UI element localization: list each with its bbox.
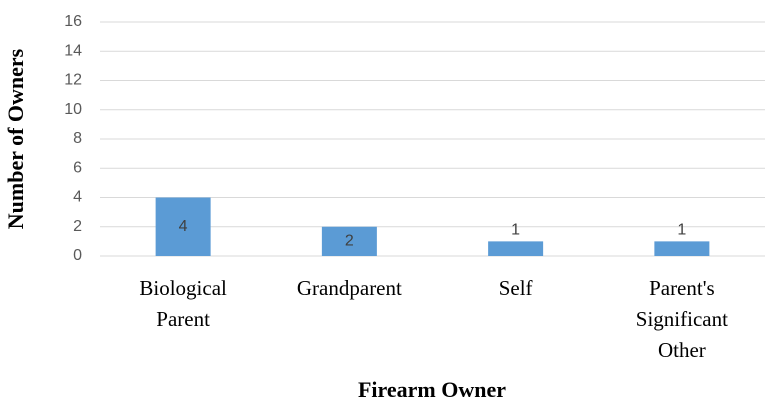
data-label: 4 xyxy=(179,218,188,235)
bar xyxy=(488,241,544,256)
y-tick-label: 2 xyxy=(73,218,82,235)
x-tick-label: Parent's Significant Other xyxy=(636,276,728,362)
bar xyxy=(321,226,377,256)
data-label: 1 xyxy=(677,222,686,239)
y-tick-label: 10 xyxy=(64,101,82,118)
y-axis-title: Number of Owners xyxy=(3,48,28,229)
data-label: 1 xyxy=(511,222,520,239)
y-tick-label: 4 xyxy=(73,189,82,206)
data-label: 2 xyxy=(345,233,354,250)
y-tick-label: 6 xyxy=(73,159,82,176)
bar xyxy=(155,197,211,256)
y-tick-label: 14 xyxy=(64,42,82,59)
x-tick-label: Biological Parent xyxy=(139,276,227,331)
y-tick-label: 8 xyxy=(73,130,82,147)
x-axis-title: Firearm Owner xyxy=(358,377,506,402)
x-tick-label: Self xyxy=(499,276,533,300)
y-tick-label: 16 xyxy=(64,13,82,30)
x-tick-label: Grandparent xyxy=(297,276,402,300)
bar xyxy=(654,241,710,256)
y-tick-label: 12 xyxy=(64,72,82,89)
y-tick-label: 0 xyxy=(73,247,82,264)
